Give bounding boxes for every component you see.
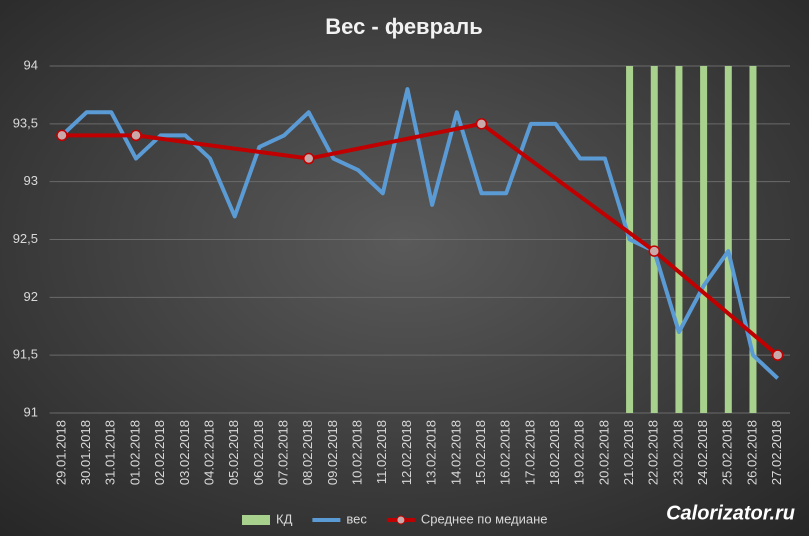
marker	[475, 118, 488, 130]
x-tick-label: 21.02.2018	[621, 420, 636, 485]
legend-marker	[396, 515, 406, 525]
marker	[771, 349, 784, 361]
marker	[130, 129, 142, 142]
x-tick-label: 09.02.2018	[325, 420, 340, 485]
y-tick-label: 92,5	[13, 231, 38, 246]
x-tick-label: 18.02.2018	[547, 420, 562, 485]
x-tick-label: 20.02.2018	[596, 420, 611, 485]
x-tick-label: 19.02.2018	[572, 420, 587, 485]
x-tick-label: 15.02.2018	[473, 420, 488, 485]
x-tick-label: 03.02.2018	[177, 420, 192, 485]
x-tick-label: 17.02.2018	[522, 420, 537, 485]
bar	[749, 66, 757, 413]
line-segment	[652, 249, 780, 358]
x-tick-label: 04.02.2018	[201, 420, 216, 485]
y-tick-label: 91,5	[13, 347, 38, 362]
watermark: Calorizator.ru	[666, 502, 795, 524]
line	[60, 87, 780, 380]
x-tick-label: 02.02.2018	[152, 420, 167, 485]
bar	[650, 66, 658, 413]
x-tick-label: 26.02.2018	[744, 420, 759, 485]
marker	[648, 245, 661, 257]
y-tick-label: 91	[24, 404, 38, 419]
marker	[56, 129, 68, 142]
x-tick-label: 29.01.2018	[53, 420, 68, 485]
x-tick-label: 30.01.2018	[78, 420, 93, 485]
y-tick-label: 94	[24, 57, 38, 72]
x-tick-label: 01.02.2018	[127, 420, 142, 485]
x-tick-label: 08.02.2018	[300, 420, 315, 485]
legend-label: Среднее по медиане	[421, 511, 548, 526]
x-tick-label: 06.02.2018	[251, 420, 266, 485]
marker	[302, 152, 315, 165]
x-tick-label: 24.02.2018	[695, 420, 710, 485]
x-tick-label: 22.02.2018	[646, 420, 661, 485]
x-tick-label: 31.01.2018	[103, 420, 118, 485]
y-tick-label: 93	[24, 173, 38, 188]
x-tick-label: 14.02.2018	[448, 420, 463, 485]
x-tick-label: 05.02.2018	[226, 420, 241, 485]
bar	[724, 66, 732, 413]
chart-title: Вес - февраль	[325, 14, 483, 39]
x-tick-label: 25.02.2018	[720, 420, 735, 485]
legend-swatch	[242, 515, 270, 525]
bar	[700, 66, 708, 413]
bar	[675, 66, 683, 413]
x-tick-label: 10.02.2018	[350, 420, 365, 485]
x-tick-label: 12.02.2018	[399, 420, 414, 485]
x-tick-label: 16.02.2018	[498, 420, 513, 485]
line-segment	[133, 133, 311, 161]
line-segment	[306, 121, 484, 161]
x-tick-label: 11.02.2018	[374, 420, 389, 484]
y-tick-label: 93,5	[13, 115, 38, 130]
x-tick-label: 07.02.2018	[275, 420, 290, 485]
x-tick-label: 13.02.2018	[424, 420, 439, 485]
legend-label: вес	[346, 511, 367, 526]
legend-label: КД	[276, 511, 293, 526]
line-segment	[479, 121, 657, 254]
y-tick-label: 92	[24, 289, 38, 304]
x-tick-label: 23.02.2018	[670, 420, 685, 485]
x-tick-label: 27.02.2018	[769, 420, 784, 485]
